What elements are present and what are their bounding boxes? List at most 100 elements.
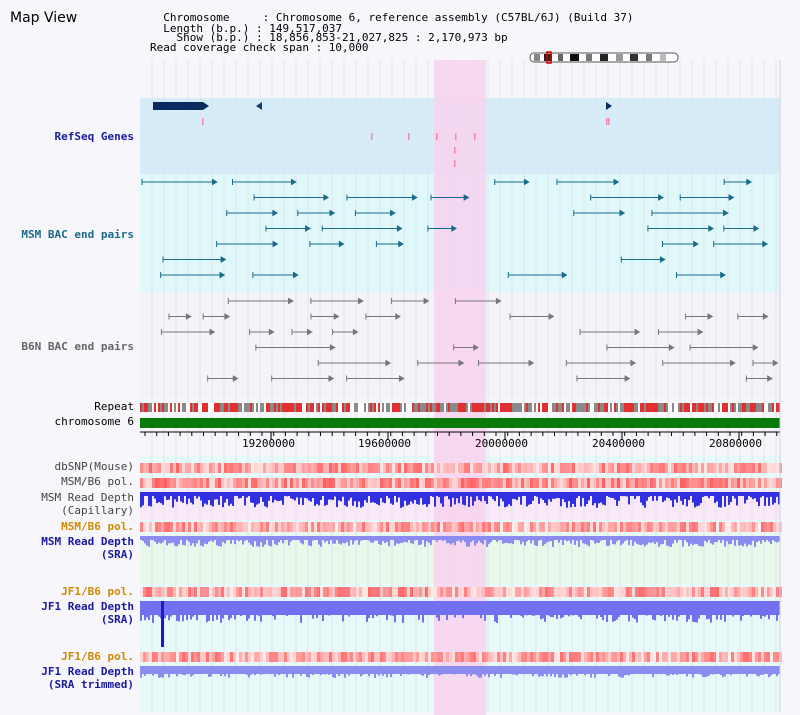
- repeat-segment: [686, 403, 688, 412]
- msm-sra-depth-bar: [706, 536, 708, 543]
- jf1-depth-bar: [586, 601, 588, 614]
- repeat-segment: [304, 403, 306, 412]
- msm-cap-depth-bar: [510, 492, 512, 506]
- msm-cap-depth-bar: [766, 492, 768, 498]
- jf1-b6-pol2-cell: [518, 652, 521, 662]
- msm-sra-depth-bar: [252, 536, 254, 547]
- jf1-trim-depth-bar: [542, 666, 544, 677]
- page-title: Map View: [10, 10, 78, 26]
- jf1-trim-depth-bar: [586, 666, 588, 672]
- track-label-msm-read-depth-sra[interactable]: MSM Read Depth: [41, 535, 134, 548]
- jf1-b6-pol2-cell: [332, 652, 335, 662]
- jf1-trim-depth-bar: [760, 666, 762, 675]
- jf1-b6-pol2-cell: [725, 652, 728, 662]
- jf1-trim-depth-bar: [278, 666, 280, 675]
- jf1-depth-bar: [618, 601, 620, 617]
- jf1-trim-depth-bar: [770, 666, 772, 676]
- jf1-b6-pol-cell: [611, 587, 614, 597]
- msm-sra-depth-bar: [432, 536, 434, 539]
- repeat-segment: [754, 403, 756, 412]
- track-label-repeat[interactable]: Repeat: [94, 400, 134, 413]
- jf1-b6-pol-cell: [713, 587, 716, 597]
- msm-cap-depth-bar: [602, 492, 604, 505]
- jf1-b6-pol2-cell: [731, 652, 734, 662]
- repeat-segment: [190, 403, 192, 412]
- msm-cap-depth-bar: [288, 492, 290, 495]
- jf1-trim-depth-bar: [200, 666, 202, 670]
- jf1-b6-pol-cell: [773, 587, 776, 597]
- msm-cap-depth-bar: [514, 492, 516, 500]
- track-label-msm-b6-pol-2[interactable]: MSM/B6 pol.: [61, 520, 134, 533]
- track-label-msm-read-depth-cap[interactable]: MSM Read Depth: [41, 491, 134, 504]
- msm-cap-depth-bar: [730, 492, 732, 503]
- msm-b6-pol2-cell: [515, 522, 518, 532]
- msm-cap-depth-bar: [522, 492, 524, 496]
- track-label-jf1-b6-pol-1[interactable]: JF1/B6 pol.: [61, 585, 134, 598]
- track-label-jf1-read-depth-trimmed[interactable]: JF1 Read Depth: [41, 665, 134, 678]
- msm-sra-depth-bar: [194, 536, 196, 547]
- refseq-exon: [474, 133, 476, 140]
- msm-b6-pol-cell: [710, 478, 713, 488]
- track-label-chromosome[interactable]: chromosome 6: [54, 415, 134, 428]
- jf1-b6-pol2-cell: [665, 652, 668, 662]
- jf1-depth-bar: [682, 601, 684, 613]
- jf1-depth-bar: [176, 601, 178, 621]
- msm-sra-depth-bar: [578, 536, 580, 547]
- dbsnp-cell: [542, 463, 545, 473]
- msm-cap-depth-bar: [468, 492, 470, 507]
- jf1-trim-depth-bar: [276, 666, 278, 674]
- msm-sra-depth-bar: [374, 536, 376, 541]
- msm-b6-pol2-cell: [644, 522, 647, 532]
- msm-sra-depth-bar: [286, 536, 288, 540]
- track-label-msm-bac[interactable]: MSM BAC end pairs: [21, 228, 134, 241]
- track-label-jf1-read-depth[interactable]: JF1 Read Depth: [41, 600, 134, 613]
- msm-b6-pol-cell: [683, 478, 686, 488]
- msm-b6-pol-cell: [731, 478, 734, 488]
- repeat-segment: [744, 403, 746, 412]
- msm-sra-depth-bar: [482, 536, 484, 545]
- msm-cap-depth-bar: [282, 492, 284, 505]
- jf1-depth-bar: [478, 601, 480, 605]
- jf1-b6-pol-cell: [218, 587, 221, 597]
- repeat-segment: [218, 403, 220, 412]
- track-label-jf1-b6-pol-2[interactable]: JF1/B6 pol.: [61, 650, 134, 663]
- msm-cap-depth-bar: [656, 492, 658, 501]
- jf1-b6-pol2-cell: [548, 652, 551, 662]
- jf1-trim-depth-bar: [326, 666, 328, 671]
- jf1-depth-bar: [408, 601, 410, 605]
- jf1-trim-depth-bar: [532, 666, 534, 677]
- msm-cap-depth-bar: [182, 492, 184, 503]
- msm-b6-pol2-cell: [452, 522, 455, 532]
- msm-b6-pol-cell: [287, 478, 290, 488]
- msm-b6-pol2-cell: [191, 522, 194, 532]
- msm-b6-pol-cell: [770, 478, 773, 488]
- repeat-segment: [586, 403, 588, 412]
- jf1-depth-bar: [304, 601, 306, 614]
- msm-sra-depth-bar: [576, 536, 578, 541]
- msm-b6-pol2-cell: [176, 522, 179, 532]
- dbsnp-cell: [698, 463, 701, 473]
- track-label-msm-b6-pol-1[interactable]: MSM/B6 pol.: [61, 475, 134, 488]
- jf1-trim-depth-bar: [558, 666, 560, 678]
- msm-cap-depth-bar: [554, 492, 556, 499]
- msm-sra-depth-bar: [400, 536, 402, 543]
- dbsnp-cell: [728, 463, 731, 473]
- jf1-trim-depth-bar: [750, 666, 752, 669]
- dbsnp-cell: [236, 463, 239, 473]
- track-label-b6n-bac[interactable]: B6N BAC end pairs: [21, 340, 134, 353]
- msm-cap-depth-bar: [408, 492, 410, 505]
- msm-cap-depth-bar: [600, 492, 602, 503]
- msm-sra-depth-bar: [438, 536, 440, 539]
- jf1-b6-pol-cell: [524, 587, 527, 597]
- track-label-dbsnp[interactable]: dbSNP(Mouse): [54, 460, 134, 473]
- msm-sra-depth-bar: [568, 536, 570, 541]
- msm-cap-depth-bar: [778, 492, 780, 505]
- track-label-refseq-genes[interactable]: RefSeq Genes: [54, 130, 134, 143]
- msm-sra-depth-bar: [704, 536, 706, 541]
- msm-b6-pol-cell: [470, 478, 473, 488]
- jf1-b6-pol-cell: [641, 587, 644, 597]
- jf1-trim-depth-bar: [498, 666, 500, 670]
- repeat-segment: [568, 403, 570, 412]
- jf1-b6-pol-cell: [647, 587, 650, 597]
